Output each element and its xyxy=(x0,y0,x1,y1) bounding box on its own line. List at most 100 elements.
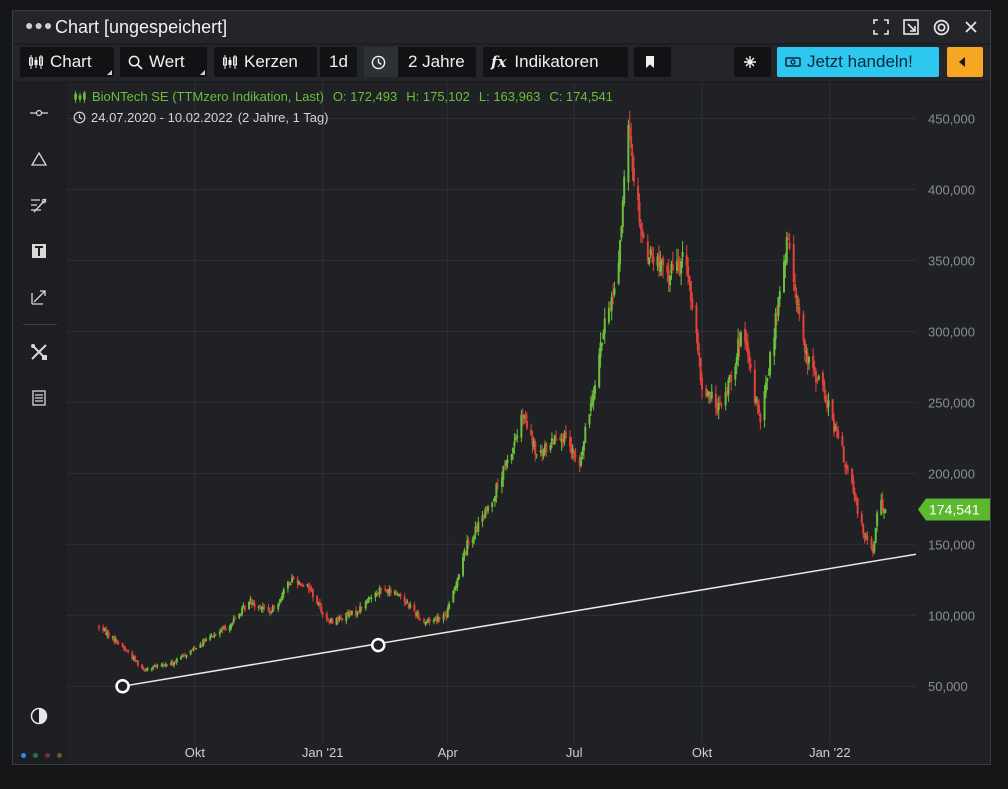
candle-body xyxy=(764,382,767,394)
candle-body xyxy=(632,168,635,182)
candle-body xyxy=(610,296,613,311)
candle-body xyxy=(106,632,109,636)
candle-body xyxy=(792,244,795,283)
candle-body xyxy=(136,660,139,666)
candle-body xyxy=(202,639,205,647)
candle-body xyxy=(821,372,824,385)
fullscreen-icon[interactable] xyxy=(870,16,892,38)
close-icon[interactable] xyxy=(960,16,982,38)
page-dot[interactable] xyxy=(21,753,26,758)
candle-body xyxy=(542,449,545,457)
fibonacci-tool-icon[interactable] xyxy=(27,193,51,217)
candle-body xyxy=(717,402,720,411)
price-chart[interactable]: 50,000 100,000 150,000 200,000 250,000 300,00… xyxy=(67,83,990,764)
candles-button[interactable]: Kerzen xyxy=(214,47,317,77)
triangle-tool-icon[interactable] xyxy=(27,147,51,171)
candle-body xyxy=(876,512,879,527)
candle-body xyxy=(221,628,224,631)
page-dot[interactable] xyxy=(57,753,62,758)
candle-body xyxy=(455,585,458,588)
candle-body xyxy=(296,578,299,585)
candle-body xyxy=(385,589,388,592)
candle-body xyxy=(584,426,587,443)
indicators-button[interactable]: fx Indikatoren xyxy=(483,47,628,77)
popout-icon[interactable] xyxy=(900,16,922,38)
candle-body xyxy=(648,257,651,264)
candle-body xyxy=(457,574,460,580)
candle-body xyxy=(442,615,445,620)
candle-body xyxy=(127,650,130,653)
candle-body xyxy=(835,427,838,432)
candle-body xyxy=(871,547,874,553)
candle-body xyxy=(164,664,167,667)
candle-body xyxy=(671,264,674,271)
contrast-icon[interactable] xyxy=(27,704,51,728)
candle-body xyxy=(377,593,380,595)
candle-body xyxy=(338,616,341,620)
candle-body xyxy=(146,668,149,671)
candle-body xyxy=(345,613,348,621)
candle-body xyxy=(437,616,440,622)
candle-body xyxy=(569,436,572,447)
candle-body xyxy=(570,444,573,454)
candle-body xyxy=(874,527,877,543)
bookmark-button[interactable] xyxy=(634,47,671,77)
candle-body xyxy=(705,388,708,397)
candle-body xyxy=(769,352,772,375)
candle-body xyxy=(181,655,184,657)
candle-body xyxy=(795,293,798,304)
candle-body xyxy=(600,342,603,346)
candle-body xyxy=(317,603,320,605)
candle-body xyxy=(628,127,631,135)
page-dot[interactable] xyxy=(33,753,38,758)
range-button[interactable]: 2 Jahre xyxy=(364,47,476,77)
candle-body xyxy=(582,441,585,451)
trendline-handle[interactable] xyxy=(371,637,386,653)
arrow-tool-icon[interactable] xyxy=(27,285,51,309)
tools-icon[interactable] xyxy=(27,340,51,364)
search-button[interactable]: Wert xyxy=(120,47,207,77)
trendline-handle[interactable] xyxy=(115,678,130,694)
candle-body xyxy=(802,314,805,341)
candle-body xyxy=(782,261,785,293)
candle-body xyxy=(464,551,467,554)
line-tool-icon[interactable] xyxy=(27,101,51,125)
candle-body xyxy=(307,583,310,590)
candle-body xyxy=(553,435,556,445)
candle-body xyxy=(446,608,449,618)
candle-body xyxy=(277,604,280,610)
collapse-button[interactable] xyxy=(947,47,983,77)
candle-body xyxy=(884,509,887,513)
page-dot[interactable] xyxy=(45,753,50,758)
candle-body xyxy=(448,603,451,609)
candle-body xyxy=(395,591,398,595)
page-indicator[interactable] xyxy=(21,753,62,758)
candle-body xyxy=(695,305,698,334)
candle-body xyxy=(253,603,256,607)
sparkle-button[interactable] xyxy=(734,47,771,77)
chart-type-button[interactable]: Chart xyxy=(20,47,114,77)
interval-button[interactable]: 1d xyxy=(320,47,357,77)
candle-body xyxy=(816,379,819,381)
candle-body xyxy=(539,450,542,453)
trade-button[interactable]: Jetzt handeln! xyxy=(777,47,939,77)
candle-body xyxy=(659,262,662,272)
layout-icon[interactable] xyxy=(27,386,51,410)
x-tick-label: Jan '21 xyxy=(302,745,344,760)
candle-body xyxy=(399,594,402,597)
text-tool-icon[interactable] xyxy=(27,239,51,263)
candle-body xyxy=(309,587,312,590)
window-menu-icon[interactable]: ●●● xyxy=(25,17,54,33)
candle-body xyxy=(398,594,401,596)
candle-body xyxy=(699,357,702,381)
target-icon[interactable] xyxy=(930,16,952,38)
candle-body xyxy=(259,605,262,609)
toolbar: Chart Wert Kerzen 1d 2 Jahre fx Indikato… xyxy=(13,45,990,81)
candle-body xyxy=(346,612,349,617)
candle-body xyxy=(766,378,769,382)
x-tick-label: Jan '22 xyxy=(809,745,851,760)
chart-area[interactable]: 50,000 100,000 150,000 200,000 250,000 300,00… xyxy=(67,83,990,764)
candle-body xyxy=(716,407,719,413)
candle-body xyxy=(452,590,455,603)
sparkle-icon xyxy=(743,56,756,68)
